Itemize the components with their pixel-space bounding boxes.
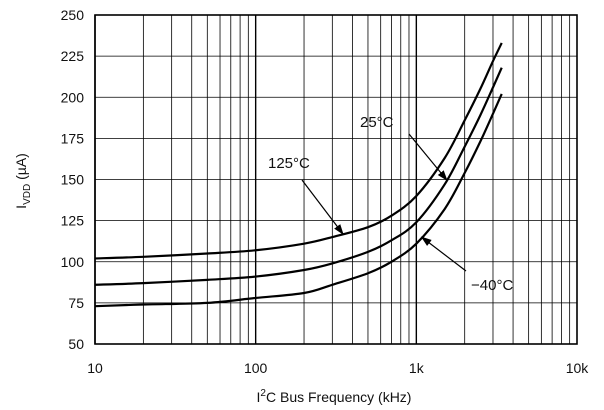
y-tick-labels: 50 75 100 125 150 175 200 225 250 [61, 7, 85, 352]
series-line [94, 93, 503, 308]
series-line [94, 67, 503, 286]
y-tick-label: 125 [61, 213, 85, 229]
grid [94, 14, 577, 345]
annotation-arrow [301, 179, 344, 235]
series-lines [94, 42, 503, 308]
x-axis-label: I2C Bus Frequency (kHz) [257, 388, 412, 405]
annotation-label: 25°C [360, 114, 394, 131]
y-tick-label: 175 [61, 130, 85, 146]
annotation-arrow [408, 133, 448, 181]
annotation-arrow [420, 236, 467, 272]
x-tick-label: 10 [87, 360, 103, 376]
annotations: 125°C 25°C −40°C [268, 114, 513, 294]
annotation-label: −40°C [471, 277, 513, 294]
plot-frame [94, 14, 578, 345]
y-tick-label: 225 [61, 48, 85, 64]
x-tick-label: 10k [566, 360, 590, 376]
y-tick-label: 50 [68, 336, 84, 352]
x-tick-label: 100 [244, 360, 268, 376]
x-tick-labels: 10 100 1k 10k [87, 360, 589, 376]
y-tick-label: 250 [61, 7, 85, 23]
y-tick-label: 75 [68, 295, 84, 311]
series-line [94, 42, 503, 260]
x-tick-label: 1k [409, 360, 425, 376]
y-axis-label: IVDD (µA) [13, 153, 33, 209]
y-tick-label: 100 [61, 254, 85, 270]
y-tick-label: 150 [61, 172, 85, 188]
y-tick-label: 200 [61, 89, 85, 105]
annotation-label: 125°C [268, 155, 310, 172]
